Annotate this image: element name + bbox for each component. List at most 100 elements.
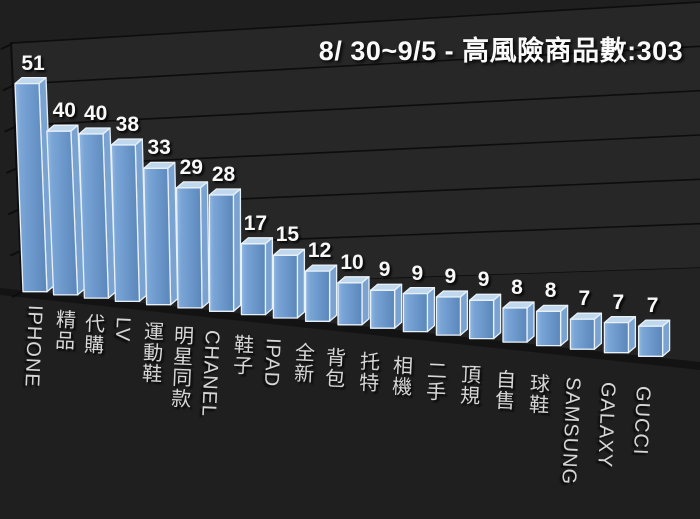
bar-front-face — [468, 299, 495, 340]
axis-tick — [6, 167, 18, 174]
value-label: 9 — [477, 268, 490, 292]
bar-side-face — [559, 304, 569, 347]
bar-代購 — [78, 127, 117, 299]
axis-tick — [4, 125, 17, 133]
value-label: 8 — [544, 279, 557, 303]
value-label: 10 — [340, 250, 364, 274]
bar-LV — [110, 138, 148, 303]
axis-tick — [0, 43, 13, 50]
value-label: 9 — [378, 258, 391, 282]
category-label: 頂規 — [456, 363, 481, 407]
category-label: GALAXY — [592, 381, 619, 469]
category-label: IPAD — [259, 337, 284, 388]
bar-front-face — [603, 321, 630, 354]
bar-front-face — [143, 167, 172, 306]
bar-side-face — [526, 301, 535, 343]
category-label: 全新 — [290, 341, 315, 385]
category-label: 運動鞋 — [138, 320, 164, 385]
bar-front-face — [208, 194, 235, 312]
value-label: 40 — [52, 99, 76, 123]
category-label: 鞋子 — [229, 333, 254, 377]
bar-球鞋 — [535, 304, 569, 347]
bar-IPAD — [272, 248, 306, 319]
value-label: 8 — [511, 275, 523, 299]
category-label: IPHONE — [20, 304, 46, 388]
category-label: GUCCI — [628, 385, 654, 457]
bar-side-face — [264, 237, 274, 316]
bar-front-face — [535, 310, 562, 347]
axis-tick — [11, 291, 24, 298]
bar-side-face — [627, 315, 637, 354]
axis-tick — [9, 249, 22, 257]
value-label: 51 — [21, 51, 45, 75]
category-label: 明星同款 — [167, 324, 193, 410]
bar-自售 — [502, 301, 535, 343]
value-label: 15 — [275, 223, 300, 247]
bar-side-face — [393, 283, 403, 329]
value-label: 40 — [84, 101, 108, 125]
axis-tick — [7, 208, 20, 216]
bar-side-face — [426, 286, 436, 333]
bar-front-face — [46, 130, 79, 296]
value-label: 38 — [115, 112, 140, 136]
bar-運動鞋 — [143, 161, 179, 306]
bar-front-face — [304, 270, 331, 322]
bar-front-face — [435, 296, 462, 336]
bar-front-face — [272, 254, 299, 319]
category-label: 球鞋 — [525, 372, 549, 416]
category-label: LV — [110, 316, 134, 343]
bar-front-face — [240, 243, 267, 316]
value-label: 28 — [211, 163, 236, 186]
category-label: 相機 — [388, 354, 413, 398]
category-label: 自售 — [490, 368, 515, 412]
bar-二手 — [435, 290, 469, 336]
value-label: 33 — [147, 136, 171, 160]
value-label: 7 — [612, 290, 625, 314]
category-label: 托特 — [354, 350, 379, 394]
value-label: 9 — [411, 261, 424, 285]
bar-front-face — [78, 133, 110, 299]
bar-front-face — [110, 144, 141, 303]
bar-front-face — [14, 82, 48, 293]
bar-front-face — [337, 282, 363, 326]
category-label: SAMSUNG — [556, 376, 584, 486]
floor-front-edge — [0, 288, 700, 370]
bar-CHANEL — [208, 188, 242, 312]
bar-side-face — [661, 319, 671, 357]
bar-front-face — [402, 292, 429, 333]
category-label: CHANEL — [197, 329, 223, 418]
category-label: 二手 — [422, 359, 447, 403]
bar-明星同款 — [175, 181, 210, 309]
value-label: 12 — [307, 239, 332, 263]
chart-title: 8/ 30~9/5 - 高風險商品數:303 — [318, 36, 684, 66]
bar-front-face — [369, 289, 396, 329]
bar-相機 — [402, 286, 436, 333]
gridline — [12, 45, 700, 86]
bar-front-face — [175, 187, 203, 309]
axis-tick — [2, 84, 15, 92]
bar-front-face — [502, 307, 528, 343]
bar-front-face — [637, 325, 664, 357]
value-label: 9 — [444, 264, 457, 288]
bar-front-face — [569, 318, 596, 350]
bar-全新 — [304, 264, 338, 322]
category-label: 精品 — [51, 308, 75, 352]
bar-頂規 — [468, 293, 502, 340]
category-label: 背包 — [321, 346, 345, 390]
bar-鞋子 — [240, 237, 274, 316]
bar-side-face — [593, 312, 603, 350]
bar-side-face — [492, 293, 502, 340]
bar-side-face — [232, 188, 242, 312]
bar-side-face — [361, 276, 370, 326]
value-label: 29 — [179, 155, 203, 179]
value-label: 17 — [243, 211, 268, 235]
gridline — [10, 1, 700, 44]
category-label: 代購 — [80, 312, 105, 356]
value-label: 7 — [646, 294, 659, 318]
gridline — [14, 89, 700, 127]
value-label: 7 — [578, 287, 591, 311]
bar-GUCCI — [637, 319, 671, 357]
bar-背包 — [337, 276, 370, 326]
